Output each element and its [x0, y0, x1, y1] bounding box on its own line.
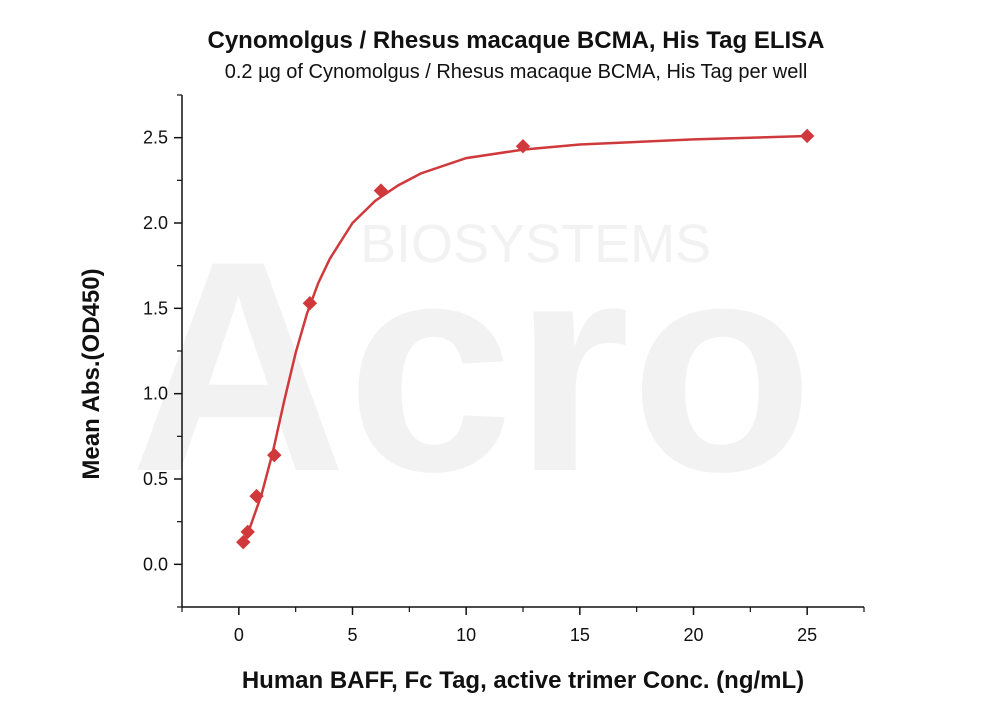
y-tick-label: 0.5 — [143, 469, 168, 489]
y-axis-label: Mean Abs.(OD450) — [78, 268, 105, 479]
x-axis-label: Human BAFF, Fc Tag, active trimer Conc. … — [242, 667, 804, 694]
data-points — [236, 128, 815, 550]
y-tick-label: 2.0 — [143, 213, 168, 233]
data-point-diamond — [240, 524, 255, 540]
x-tick-label: 0 — [234, 625, 244, 645]
x-tick-label: 10 — [456, 625, 476, 645]
watermark-logo-text: Acro — [130, 198, 814, 534]
x-tick-label: 5 — [347, 625, 357, 645]
x-tick-label: 25 — [797, 625, 817, 645]
watermark: Acro BIOSYSTEMS — [130, 198, 814, 534]
data-point-diamond — [249, 488, 264, 504]
chart-subtitle: 0.2 µg of Cynomolgus / Rhesus macaque BC… — [225, 61, 808, 83]
y-tick-label: 2.5 — [143, 128, 168, 148]
data-point-diamond — [267, 447, 282, 463]
y-tick-label: 1.5 — [143, 298, 168, 318]
x-tick-label: 15 — [570, 625, 590, 645]
y-tick-label: 1.0 — [143, 384, 168, 404]
data-point-diamond — [515, 138, 531, 154]
data-point-diamond — [236, 534, 251, 550]
chart-title: Cynomolgus / Rhesus macaque BCMA, His Ta… — [208, 27, 825, 54]
data-point-diamond — [302, 296, 318, 311]
x-axis-ticks: 0 5 10 15 20 25 — [181, 607, 865, 645]
data-point-diamond — [799, 128, 815, 144]
data-point-diamond — [373, 183, 389, 198]
y-tick-label: 0.0 — [143, 554, 168, 574]
y-axis-ticks: 0.0 0.5 1.0 1.5 2.0 2.5 — [143, 94, 182, 608]
x-tick-label: 20 — [683, 625, 703, 645]
watermark-tagline: BIOSYSTEMS — [360, 214, 711, 274]
